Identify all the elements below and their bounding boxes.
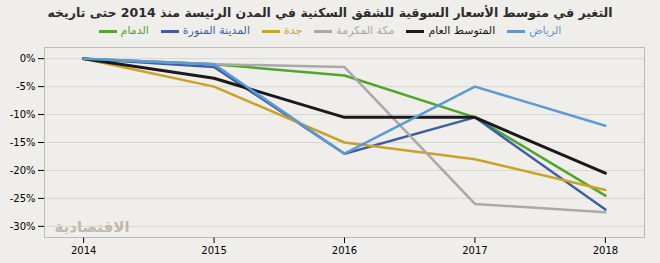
svg-text:-10%: -10%: [10, 109, 36, 120]
html-text:جدة: جدة: [284, 24, 303, 37]
svg-text:2015: 2015: [201, 245, 226, 256]
svg-text:الاقتصادية: الاقتصادية: [55, 218, 130, 236]
svg-text:2016: 2016: [332, 245, 357, 256]
html-text:المتوسط العام: المتوسط العام: [428, 24, 496, 37]
svg-text:2017: 2017: [462, 245, 487, 256]
svg-text:-30%: -30%: [10, 221, 36, 232]
svg-text:2014: 2014: [71, 245, 96, 256]
html-text:المدينة المنورة: المدينة المنورة: [182, 24, 250, 37]
html-text:الرياض: الرياض: [529, 24, 562, 37]
svg-text:-25%: -25%: [10, 193, 36, 204]
svg-text:-20%: -20%: [10, 165, 36, 176]
svg-text:-15%: -15%: [10, 137, 36, 148]
html-text:التغير في متوسط الأسعار السوقي: التغير في متوسط الأسعار السوقية للشقق ال…: [47, 5, 613, 20]
html-text:الدمام: الدمام: [120, 24, 149, 37]
html-text:مكة المكرمة: مكة المكرمة: [336, 24, 395, 37]
svg-text:2018: 2018: [593, 245, 618, 256]
svg-text:-5%: -5%: [16, 81, 35, 92]
svg-text:0%: 0%: [20, 53, 36, 64]
